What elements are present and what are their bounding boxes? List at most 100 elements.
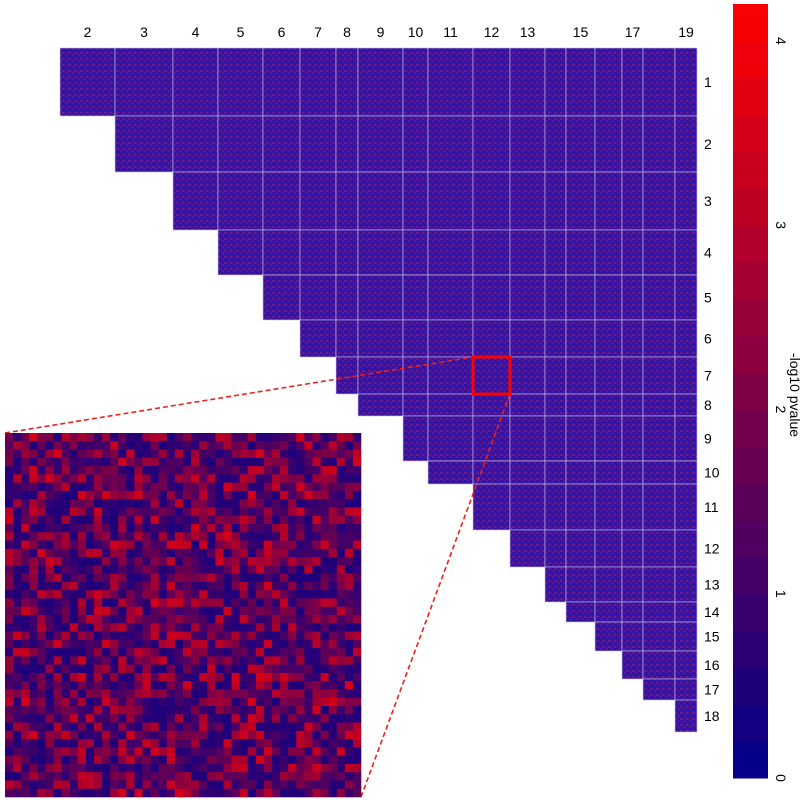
zoom-inset-cell [158,730,168,740]
zoom-inset-cell [45,739,54,748]
zoom-inset-cell [247,548,257,558]
zoom-inset-cell [191,706,200,715]
zoom-inset-cell [263,631,273,641]
zoom-inset-cell [336,606,346,616]
zoom-inset-cell [53,474,62,483]
zoom-inset-cell [312,689,321,699]
zoom-inset-cell [336,433,346,442]
zoom-inset-cell [134,763,143,773]
zoom-inset-cell [150,557,160,566]
zoom-inset-cell [280,540,289,550]
zoom-inset-cell [231,540,240,550]
zoom-inset-cell [94,606,103,616]
heatmap-cell-5-16 [594,274,623,321]
zoom-inset-cell [102,697,111,707]
zoom-inset-cell [304,722,313,732]
zoom-inset-cell [231,623,240,632]
zoom-inset-cell [296,615,305,624]
zoom-inset-cell [344,788,354,798]
zoom-inset-cell [215,615,224,624]
zoom-inset-cell [5,648,14,657]
zoom-inset-cell [239,681,249,690]
zoom-inset-cell [288,639,297,649]
zoom-inset-cell [45,656,54,665]
zoom-inset-cell [272,722,281,732]
zoom-inset-cell [13,714,22,723]
zoom-inset-cell [5,639,14,649]
zoom-inset-cell [336,507,346,517]
x-tick-label: 3 [140,24,148,40]
zoom-inset-cell [312,466,321,475]
zoom-inset-cell [53,557,62,566]
zoom-inset-cell [312,697,321,707]
zoom-inset-cell [29,730,38,740]
heatmap-cell-1-12 [472,47,511,117]
zoom-inset-cell [77,590,87,599]
zoom-inset-cell [280,557,289,566]
zoom-inset-cell [102,466,111,475]
zoom-inset-cell [5,755,14,765]
zoom-inset-cell [158,565,168,574]
zoom-inset-cell [312,598,321,608]
zoom-inset-cell [320,515,329,525]
zoom-inset-cell [312,722,321,732]
zoom-inset-cell [142,573,151,583]
zoom-inset-cell [118,532,127,541]
heatmap-cell-13-16 [594,566,623,603]
zoom-inset-cell [231,689,240,699]
zoom-inset-cell [5,664,14,674]
zoom-inset-cell [77,457,87,467]
zoom-inset-cell [352,689,362,699]
zoom-inset-cell [21,474,30,483]
zoom-inset-cell [61,780,71,790]
zoom-inset-cell [207,524,216,533]
zoom-inset-cell [45,623,54,632]
zoom-inset-cell [126,697,135,707]
zoom-inset-cell [215,457,224,467]
zoom-inset-cell [352,482,362,492]
zoom-inset-cell [118,457,127,467]
zoom-inset-cell [207,548,216,558]
zoom-inset-cell [312,681,321,690]
zoom-inset-cell [45,482,54,492]
zoom-inset-cell [312,656,321,665]
zoom-inset-cell [320,747,329,756]
zoom-inset-cell [134,515,143,525]
zoom-inset-cell [263,656,273,665]
zoom-inset-cell [336,557,346,566]
y-tick-label: 6 [704,331,712,347]
zoom-inset-cell [166,441,176,450]
zoom-inset-cell [199,739,208,748]
zoom-inset-cell [239,672,249,682]
zoom-inset-cell [263,573,273,583]
zoom-inset-cell [352,656,362,665]
zoom-inset-cell [174,755,184,765]
zoom-inset-cell [344,441,354,450]
zoom-inset-cell [45,581,54,591]
zoom-inset-cell [53,639,62,649]
zoom-inset-cell [231,449,240,459]
zoom-inset-cell [126,730,135,740]
zoom-inset-cell [223,656,232,665]
zoom-inset-cell [223,441,232,450]
zoom-inset-cell [158,433,168,442]
zoom-inset-cell [37,788,46,798]
heatmap-cell-3-10 [402,171,429,231]
zoom-inset-cell [320,499,329,508]
zoom-inset-cell [328,747,338,756]
zoom-inset-cell [102,482,111,492]
zoom-inset-cell [263,747,273,756]
zoom-inset-cell [29,689,38,699]
zoom-inset-cell [336,681,346,690]
heatmap-cell-4-9 [357,229,404,276]
zoom-inset-cell [142,747,151,756]
zoom-inset-cell [174,681,184,690]
zoom-inset-cell [320,441,329,450]
zoom-inset-cell [199,532,208,541]
zoom-inset-cell [77,499,87,508]
zoom-inset-cell [312,565,321,574]
zoom-inset-cell [29,747,38,756]
zoom-inset-cell [61,639,71,649]
zoom-inset-cell [174,482,184,492]
zoom-inset-cell [53,722,62,732]
